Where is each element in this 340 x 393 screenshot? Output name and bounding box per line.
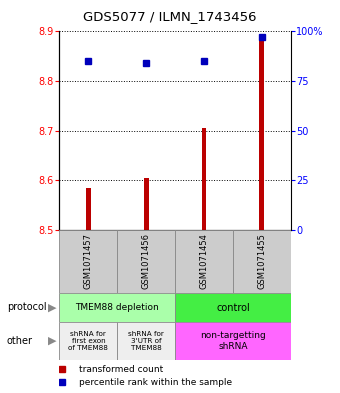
Bar <box>175 230 233 293</box>
Bar <box>86 188 91 230</box>
Text: GSM1071454: GSM1071454 <box>200 233 208 289</box>
Text: GSM1071456: GSM1071456 <box>142 233 151 289</box>
Text: transformed count: transformed count <box>79 365 163 373</box>
Text: percentile rank within the sample: percentile rank within the sample <box>79 378 232 387</box>
Bar <box>175 322 291 360</box>
Bar <box>59 322 117 360</box>
Bar <box>202 128 206 230</box>
Text: ▶: ▶ <box>49 302 57 312</box>
Text: GSM1071457: GSM1071457 <box>84 233 93 289</box>
Text: protocol: protocol <box>7 302 47 312</box>
Bar <box>259 39 264 230</box>
Bar <box>59 230 117 293</box>
Text: TMEM88 depletion: TMEM88 depletion <box>75 303 159 312</box>
Text: control: control <box>216 303 250 312</box>
Bar <box>117 230 175 293</box>
Text: shRNA for
first exon
of TMEM88: shRNA for first exon of TMEM88 <box>68 331 108 351</box>
Text: GSM1071455: GSM1071455 <box>257 233 266 289</box>
Text: ▶: ▶ <box>49 336 57 346</box>
Text: GDS5077 / ILMN_1743456: GDS5077 / ILMN_1743456 <box>83 10 257 23</box>
Text: shRNA for
3'UTR of
TMEM88: shRNA for 3'UTR of TMEM88 <box>128 331 164 351</box>
Text: non-targetting
shRNA: non-targetting shRNA <box>200 331 266 351</box>
Bar <box>233 230 291 293</box>
Bar <box>144 178 149 230</box>
Text: other: other <box>7 336 33 346</box>
Bar <box>175 293 291 322</box>
Bar <box>59 293 175 322</box>
Bar <box>117 322 175 360</box>
